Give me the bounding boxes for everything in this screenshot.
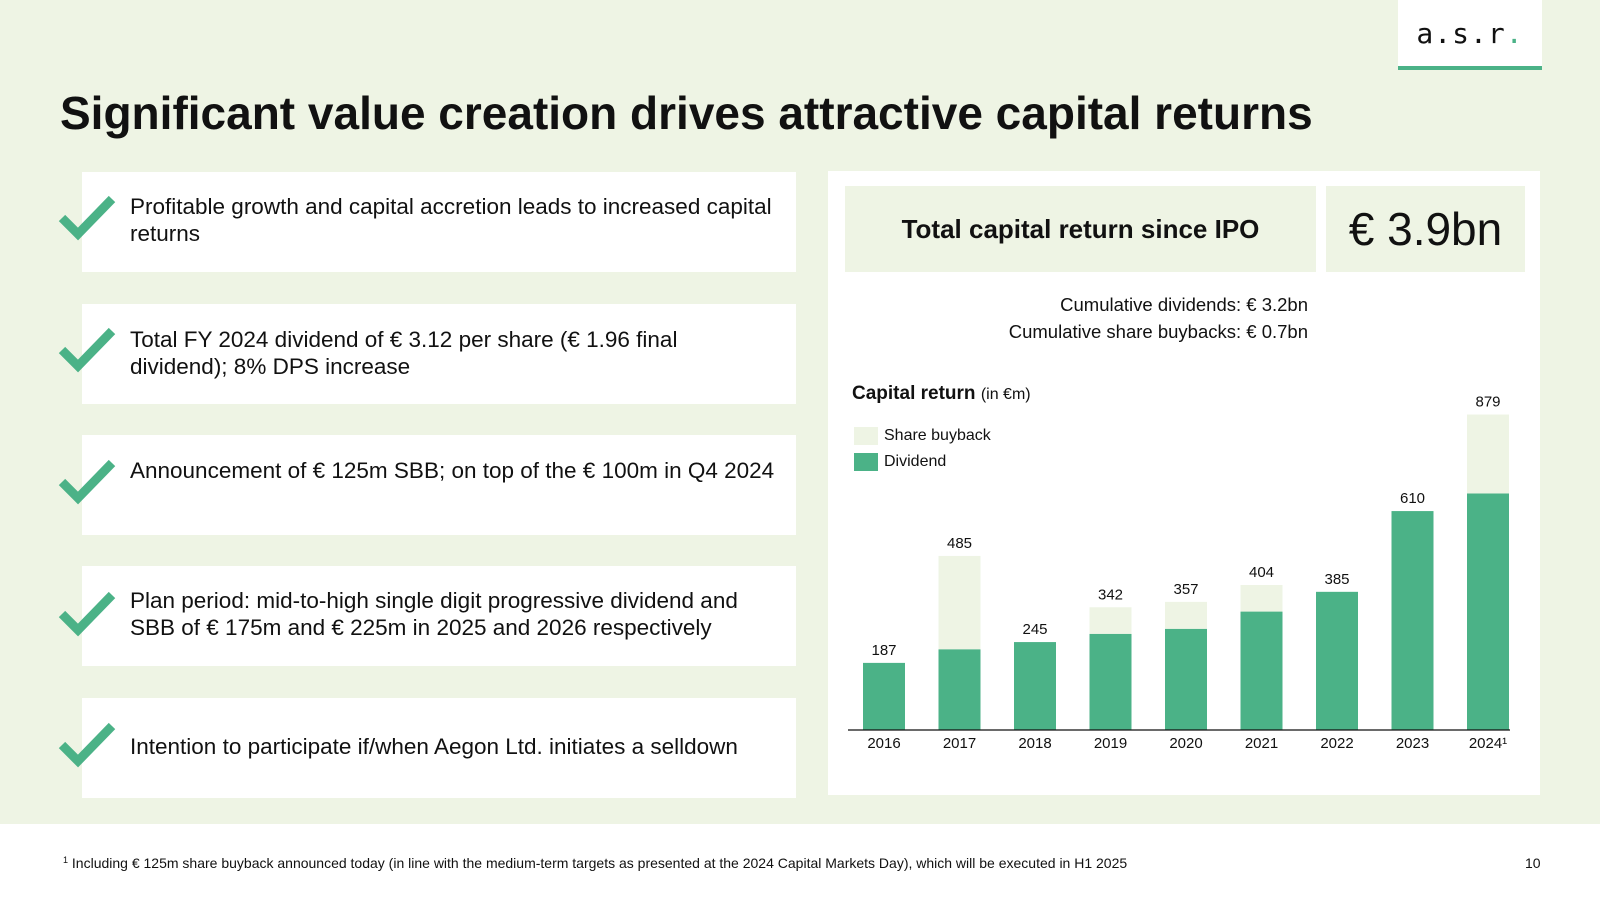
chart-title-text: Capital return: [852, 383, 976, 404]
bar-dividend: [938, 649, 981, 730]
capital-return-chart: 187 2016 485 2017 245 2018 342 2019 357 2020 404 20…: [848, 394, 1510, 752]
asr-logo: a.s.r.: [1398, 0, 1542, 70]
page-number: 10: [1525, 855, 1541, 871]
bar-dividend: [1316, 591, 1358, 730]
footer: [0, 824, 1600, 900]
bar-share-buyback: [1467, 414, 1509, 494]
x-tick-label: 2023: [1396, 735, 1429, 752]
chart-title-unit: (in €m): [980, 386, 1031, 403]
x-tick-label: 2021: [1245, 735, 1278, 752]
data-label: 245: [1022, 621, 1047, 638]
data-label: 610: [1400, 490, 1425, 507]
x-tick-label: 2024¹: [1469, 735, 1507, 752]
legend-label: Dividend: [884, 453, 947, 470]
legend-label: Share buyback: [884, 427, 991, 444]
bullet-card: Total FY 2024 dividend of € 3.12 per sha…: [82, 304, 796, 404]
bullet-text: Intention to participate if/when Aegon L…: [130, 734, 738, 759]
x-tick-label: 2016: [867, 735, 900, 752]
chart-title: Capital return (in €m): [852, 383, 1031, 405]
x-tick-label: 2017: [943, 735, 976, 752]
bullet-text: Profitable growth and capital accretion …: [130, 194, 772, 246]
cumulative-dividends: Cumulative dividends: € 3.2bn: [1060, 294, 1308, 315]
x-tick-label: 2018: [1018, 735, 1051, 752]
check-icon: [58, 591, 116, 637]
bar-share-buyback: [1089, 607, 1132, 634]
footnote-marker: 1: [63, 855, 69, 865]
bar-dividend: [1165, 628, 1207, 730]
footnote: 1 Including € 125m share buyback announc…: [63, 855, 1127, 871]
bullet-card: Profitable growth and capital accretion …: [82, 172, 796, 272]
data-label: 357: [1173, 581, 1198, 598]
bullet-text: Total FY 2024 dividend of € 3.12 per sha…: [130, 327, 678, 379]
data-label: 404: [1249, 564, 1274, 581]
check-icon: [58, 327, 116, 373]
logo-text: a.s.r: [1416, 16, 1506, 50]
x-tick-label: 2019: [1094, 735, 1127, 752]
cumulative-buybacks: Cumulative share buybacks: € 0.7bn: [1008, 321, 1308, 342]
bar-dividend: [863, 662, 905, 730]
bar-share-buyback: [938, 555, 981, 650]
kpi-label: Total capital return since IPO: [845, 186, 1316, 272]
legend-swatch-dividend: [854, 453, 878, 471]
bar-dividend: [1014, 642, 1056, 730]
legend-item-dividend: Dividend: [854, 452, 946, 472]
data-label: 342: [1098, 586, 1123, 603]
page-title: Significant value creation drives attrac…: [60, 87, 1313, 139]
data-label: 187: [871, 642, 896, 659]
data-label: 485: [947, 535, 972, 552]
logo-dot: .: [1505, 16, 1524, 50]
data-label: 879: [1475, 394, 1500, 411]
footnote-text: Including € 125m share buyback announced…: [71, 855, 1128, 871]
bar-share-buyback: [1240, 585, 1283, 612]
x-tick-label: 2020: [1169, 735, 1202, 752]
bullet-card: Plan period: mid-to-high single digit pr…: [82, 566, 796, 666]
bar-dividend: [1467, 493, 1509, 730]
bar-share-buyback: [1165, 601, 1207, 629]
check-icon: [58, 459, 116, 505]
bar-dividend: [1240, 611, 1283, 730]
bar-dividend: [1391, 511, 1434, 730]
legend-swatch-buyback: [854, 427, 878, 445]
bullet-card: Announcement of € 125m SBB; on top of th…: [82, 435, 796, 535]
legend-item-share-buyback: Share buyback: [854, 426, 991, 446]
data-label: 385: [1324, 571, 1349, 588]
bullet-text: Plan period: mid-to-high single digit pr…: [130, 588, 738, 640]
check-icon: [58, 195, 116, 241]
check-icon: [58, 722, 116, 768]
bar-dividend: [1089, 633, 1132, 730]
kpi-value: € 3.9bn: [1326, 186, 1525, 272]
bullet-text: Announcement of € 125m SBB; on top of th…: [130, 458, 775, 483]
bullet-card: Intention to participate if/when Aegon L…: [82, 698, 796, 798]
x-tick-label: 2022: [1320, 735, 1353, 752]
